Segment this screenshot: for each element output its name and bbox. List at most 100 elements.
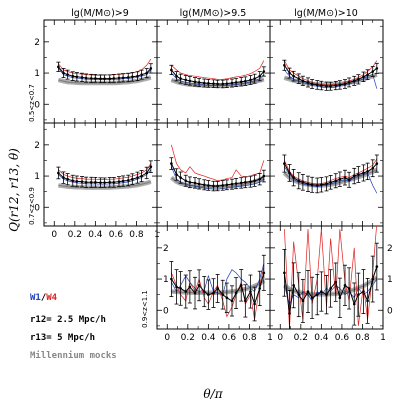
data-point: [249, 180, 252, 183]
data-point: [334, 179, 338, 183]
data-point: [288, 171, 291, 175]
panel-plot-area: [169, 144, 266, 192]
data-point: [357, 173, 360, 176]
panel-plot-area: [169, 60, 266, 89]
row-label-3: 0.9<z<1.1: [141, 290, 149, 328]
data-point: [366, 170, 369, 173]
y-tick-label-right: 2: [387, 244, 393, 254]
data-point: [184, 78, 188, 82]
data-point: [103, 77, 106, 80]
y-tick-label: 2: [34, 141, 40, 151]
data-point: [197, 81, 201, 84]
data-point: [253, 302, 256, 306]
x-tick-label: 0.2: [68, 230, 82, 240]
data-point: [140, 174, 143, 178]
data-point: [310, 82, 314, 86]
data-point: [66, 73, 69, 76]
data-point: [292, 284, 295, 287]
x-tick-label: 0: [277, 333, 283, 343]
data-point: [202, 183, 206, 187]
data-point: [347, 81, 351, 84]
data-point: [99, 77, 102, 80]
data-point: [57, 65, 60, 69]
data-point: [357, 293, 360, 296]
data-point: [117, 76, 121, 80]
data-point: [366, 73, 369, 76]
data-point: [230, 299, 234, 303]
data-point: [94, 77, 97, 80]
data-point: [80, 180, 84, 183]
data-point: [320, 290, 323, 293]
data-point: [57, 171, 60, 175]
data-point: [193, 80, 197, 84]
data-point: [202, 81, 206, 85]
data-point: [329, 181, 332, 184]
data-point: [84, 76, 88, 80]
data-point: [371, 277, 375, 281]
data-point: [244, 299, 247, 303]
legend-w4: W4: [46, 293, 57, 303]
panel-frame: [156, 19, 271, 124]
data-point: [320, 183, 323, 187]
data-point: [121, 76, 125, 80]
y-tick-label-inner: 1: [163, 275, 169, 285]
series-mocks: [58, 76, 152, 84]
data-point: [225, 296, 229, 300]
data-point: [80, 76, 84, 79]
data-point: [149, 165, 153, 168]
data-point: [62, 176, 65, 179]
data-point: [306, 182, 310, 186]
y-tick-label-right: 1: [387, 275, 393, 285]
data-point: [89, 181, 93, 184]
data-point: [343, 176, 347, 179]
panel-plot-area: [282, 154, 379, 194]
data-point: [75, 180, 79, 183]
data-point: [221, 82, 225, 86]
x-tick-label: 0.8: [129, 230, 144, 240]
x-tick-label: 0.4: [201, 333, 216, 343]
data-point: [283, 162, 286, 165]
row-label-2: 0.7<z<0.9: [28, 187, 36, 225]
legend-slash: /: [41, 293, 46, 303]
data-point: [262, 271, 266, 275]
data-point: [145, 71, 149, 75]
y-tick-label: 0: [34, 203, 40, 213]
data-point: [89, 77, 93, 80]
data-point: [292, 176, 295, 179]
y-tick-label: 0: [34, 100, 40, 110]
data-point: [175, 285, 178, 289]
data-point: [297, 77, 301, 80]
data-point: [362, 75, 365, 79]
data-point: [371, 166, 375, 170]
data-point: [230, 182, 234, 186]
data-point: [71, 74, 75, 78]
data-point: [108, 77, 112, 80]
panel-0-1: [156, 19, 271, 124]
data-point: [325, 293, 328, 296]
data-point: [126, 179, 130, 182]
data-point: [149, 67, 153, 70]
data-point: [121, 179, 125, 183]
x-tick-label: 0.2: [181, 333, 195, 343]
data-point: [216, 184, 219, 188]
data-point: [221, 293, 225, 296]
data-point: [375, 265, 379, 268]
data-point: [170, 162, 173, 165]
panel-1-2: [269, 122, 384, 227]
data-point: [283, 271, 286, 275]
data-point: [366, 299, 369, 303]
data-point: [184, 179, 188, 183]
legend-r12: r12= 2.5 Mpc/h: [30, 315, 106, 325]
y-tick-label: 1: [34, 172, 40, 182]
y-tick-label-inner: 0: [163, 306, 169, 316]
data-point: [230, 81, 234, 85]
data-point: [136, 74, 139, 78]
data-point: [315, 83, 319, 87]
data-point: [94, 181, 97, 184]
data-point: [84, 181, 88, 184]
data-point: [175, 173, 178, 176]
data-point: [197, 182, 201, 186]
data-point: [283, 63, 286, 67]
